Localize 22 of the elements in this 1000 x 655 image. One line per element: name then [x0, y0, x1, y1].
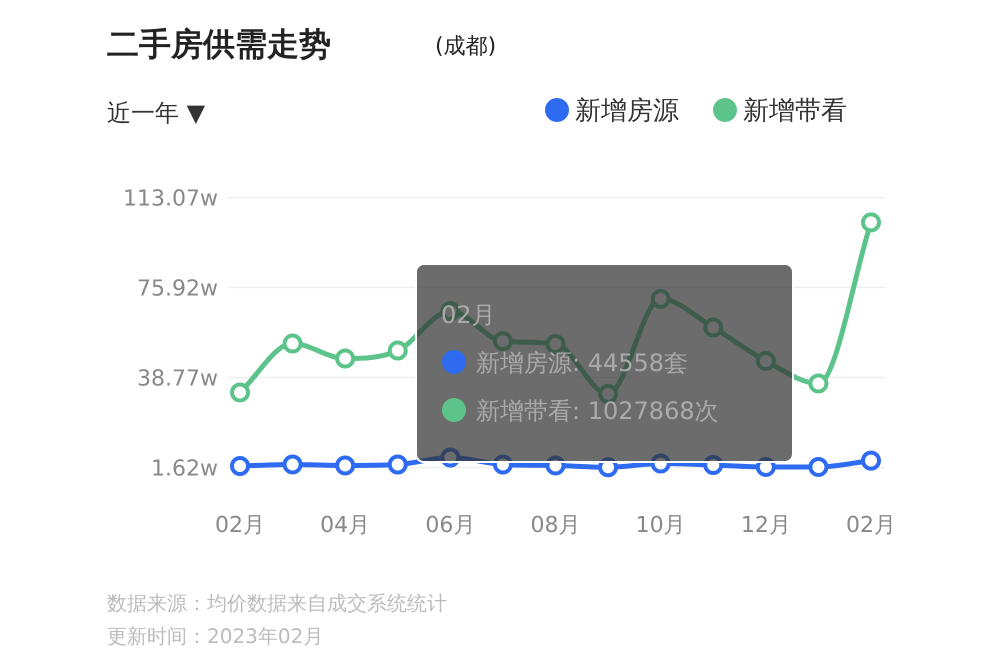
y-tick-label: 75.92w [137, 276, 218, 302]
source-note: 数据来源：均价数据来自成交系统统计 [107, 591, 447, 615]
annotation: 02月 [441, 301, 496, 329]
legend-label: 新增带看 [743, 96, 847, 126]
text: 近一年 ▼ [107, 99, 206, 127]
y-tick-label: 1.62w [151, 456, 218, 482]
x-tick-label: 12月 [740, 513, 791, 538]
text: 更新时间：2023年02月 [107, 624, 324, 648]
chart-subtitle: (成都) [435, 34, 496, 59]
y-tick-label: 38.77w [137, 366, 218, 392]
x-tick-label: 08月 [530, 513, 580, 538]
tooltip: 02月 新增房源: 44558套 新增带看: 1027868次 [415, 263, 794, 463]
x-tick-label: 10月 [636, 513, 686, 538]
x-tick-label: 06月 [425, 513, 476, 538]
x-tick-label: 04月 [320, 513, 370, 538]
x-tick-label: 02月 [846, 513, 896, 538]
annotation: 新增房源: 44558套 [476, 349, 688, 377]
x-tick-label: 02月 [215, 513, 265, 538]
y-tick-label: 113.07w [123, 186, 218, 212]
chart-title: 二手房供需走势 [107, 25, 331, 63]
legend-label: 新增房源 [575, 96, 679, 126]
annotation: 新增带看: 1027868次 [476, 397, 719, 425]
